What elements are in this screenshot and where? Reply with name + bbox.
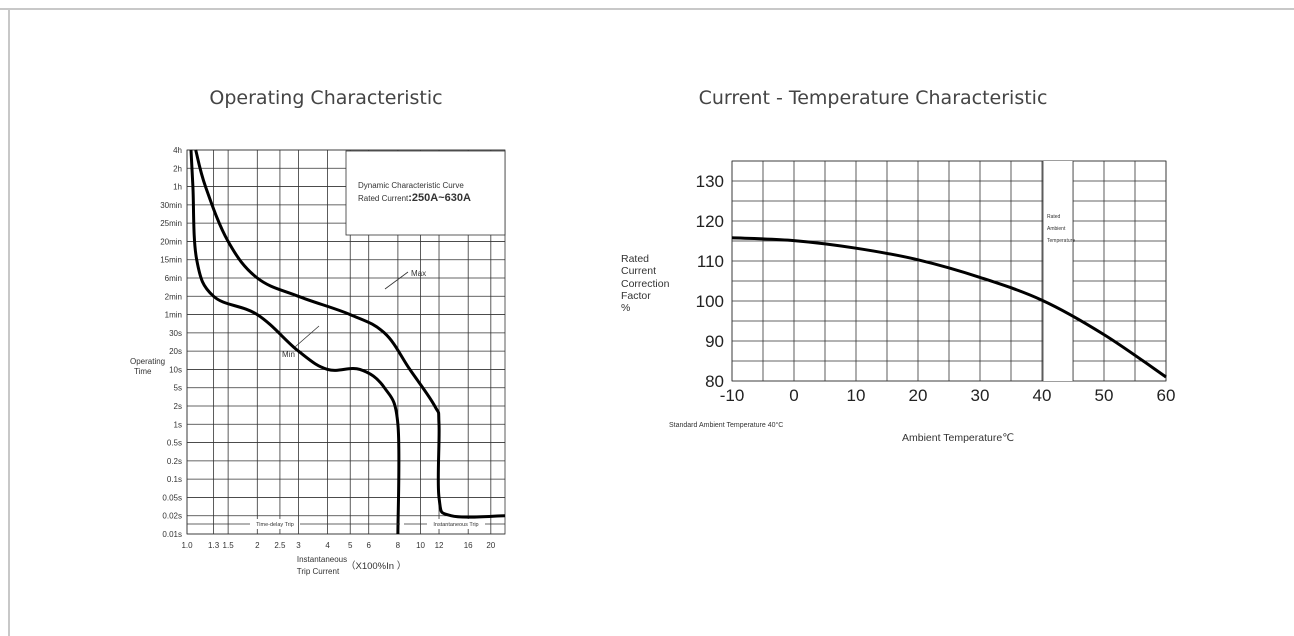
curves bbox=[731, 236, 1167, 379]
min-leader-line bbox=[294, 325, 320, 348]
y-tick-label: 15min bbox=[160, 256, 182, 265]
x-tick-label: 30 bbox=[971, 386, 990, 405]
y-tick-label: 0.2s bbox=[167, 457, 182, 466]
x-tick-label: 0 bbox=[789, 386, 798, 405]
rated-label-line-3: Temperature bbox=[1047, 238, 1075, 244]
y-tick-label: 2h bbox=[173, 164, 182, 173]
x-tick-label: 12 bbox=[435, 541, 444, 550]
y-tick-label: 0.05s bbox=[162, 493, 182, 502]
instantaneous-label: Instantaneous Trip bbox=[433, 522, 478, 528]
x-tick-label: 3 bbox=[296, 541, 301, 550]
y-tick-label: 1s bbox=[174, 420, 182, 429]
y-tick-label: 6min bbox=[165, 274, 182, 283]
x-axis-label-line-1: Instantaneous bbox=[297, 555, 347, 564]
y-tick-label: 10s bbox=[169, 365, 182, 374]
x-tick-label: 10 bbox=[416, 541, 425, 550]
legend-rated-value: :250A~630A bbox=[408, 192, 471, 204]
x-tick-label: 4 bbox=[325, 541, 330, 550]
frame-left-border bbox=[8, 8, 10, 636]
chart-title: Operating Characteristic bbox=[209, 87, 442, 109]
y-tick-label: 120 bbox=[696, 212, 724, 231]
legend-line-1: Dynamic Characteristic Curve bbox=[358, 181, 464, 190]
series-line-min bbox=[189, 149, 401, 535]
y-tick-label: 0.01s bbox=[162, 530, 182, 539]
max-leader-line bbox=[384, 271, 409, 290]
x-tick-label: 16 bbox=[464, 541, 473, 550]
time-delay-label: Time-delay Trip bbox=[256, 522, 294, 528]
y-axis-label-line-1: Rated bbox=[621, 253, 649, 265]
x-axis-label: Ambient Temperature℃ bbox=[902, 432, 1014, 444]
rated-label-line-1: Rated bbox=[1047, 214, 1061, 220]
y-tick-label: 0.1s bbox=[167, 475, 182, 484]
y-tick-label: 110 bbox=[697, 252, 724, 271]
rated-label-line-2: Ambient bbox=[1047, 226, 1066, 232]
time-delay-label-bg bbox=[252, 519, 298, 529]
y-tick-label: 2s bbox=[174, 402, 182, 411]
y-axis-label-line-5: % bbox=[621, 302, 630, 314]
series-line bbox=[731, 236, 1167, 379]
plot-grid bbox=[731, 160, 1167, 382]
current-temperature-chart: Current - Temperature Characteristic Rat… bbox=[621, 87, 1175, 444]
y-tick-label: 80 bbox=[705, 372, 724, 391]
chart-title: Current - Temperature Characteristic bbox=[699, 87, 1048, 109]
x-tick-label: 40 bbox=[1033, 386, 1052, 405]
x-tick-label: 20 bbox=[909, 386, 928, 405]
y-tick-label: 30min bbox=[160, 201, 182, 210]
y-axis-label-line-1: Operating bbox=[130, 357, 165, 366]
legend-line-2: Rated Current:250A~630A bbox=[358, 192, 471, 204]
y-axis-label-line-2: Time bbox=[134, 367, 152, 376]
series-line-max bbox=[194, 149, 506, 519]
standard-temperature-note: Standard Ambient Temperature 40°C bbox=[669, 421, 783, 429]
x-tick-label: 1.3 bbox=[208, 541, 220, 550]
y-tick-label: 4h bbox=[173, 146, 182, 155]
y-tick-label: 25min bbox=[160, 219, 182, 228]
operating-characteristic-chart: Operating Characteristic 4h 2h 1h 30min 25mi… bbox=[130, 87, 506, 576]
max-label: Max bbox=[411, 269, 426, 278]
y-tick-label: 20min bbox=[160, 237, 182, 246]
x-tick-label: 10 bbox=[847, 386, 866, 405]
x-axis-label-line-2: Trip Current bbox=[297, 567, 340, 576]
y-tick-label: 2min bbox=[165, 292, 182, 301]
y-tick-label: 5s bbox=[174, 384, 182, 393]
x-tick-label: -10 bbox=[720, 386, 745, 405]
y-axis-label-line-2: Current bbox=[621, 265, 656, 277]
x-tick-label: 1.0 bbox=[181, 541, 193, 550]
x-tick-label: 6 bbox=[366, 541, 371, 550]
x-tick-label: 2.5 bbox=[274, 541, 286, 550]
x-tick-label: 60 bbox=[1157, 386, 1176, 405]
x-axis-unit: （X100%In ） bbox=[346, 560, 406, 572]
y-axis-label-line-3: Correction bbox=[621, 278, 670, 290]
x-tick-label: 20 bbox=[486, 541, 495, 550]
y-tick-labels: 80 90 100 110 120 130 bbox=[696, 172, 724, 391]
x-tick-label: 8 bbox=[396, 541, 401, 550]
curves bbox=[189, 149, 506, 535]
y-tick-label: 130 bbox=[696, 172, 724, 191]
y-tick-label: 1h bbox=[173, 183, 182, 192]
x-tick-labels: -10 0 10 20 30 40 50 60 bbox=[720, 386, 1176, 405]
x-tick-label: 1.5 bbox=[223, 541, 235, 550]
y-tick-label: 1min bbox=[165, 311, 182, 320]
x-tick-label: 50 bbox=[1095, 386, 1114, 405]
y-tick-label: 30s bbox=[169, 329, 182, 338]
instantaneous-label-bg bbox=[429, 519, 483, 529]
x-tick-label: 5 bbox=[348, 541, 353, 550]
x-tick-label: 2 bbox=[255, 541, 260, 550]
legend-box bbox=[345, 150, 506, 236]
y-tick-label: 0.5s bbox=[167, 439, 182, 448]
frame-top-border bbox=[0, 8, 1294, 10]
legend-rated-label: Rated Current bbox=[358, 194, 409, 203]
y-tick-label: 90 bbox=[705, 332, 724, 351]
y-axis-label-line-4: Factor bbox=[621, 290, 651, 302]
min-label: Min bbox=[282, 350, 295, 359]
y-tick-label: 0.02s bbox=[162, 512, 182, 521]
y-tick-label: 100 bbox=[696, 292, 724, 311]
x-tick-labels: 1.0 1.3 1.5 2 2.5 3 4 5 6 8 10 12 16 20 bbox=[181, 541, 495, 550]
y-tick-label: 20s bbox=[169, 347, 182, 356]
y-tick-labels: 4h 2h 1h 30min 25min 20min 15min 6min 2min 1min 30… bbox=[160, 146, 182, 539]
rated-temperature-band bbox=[1043, 161, 1073, 381]
